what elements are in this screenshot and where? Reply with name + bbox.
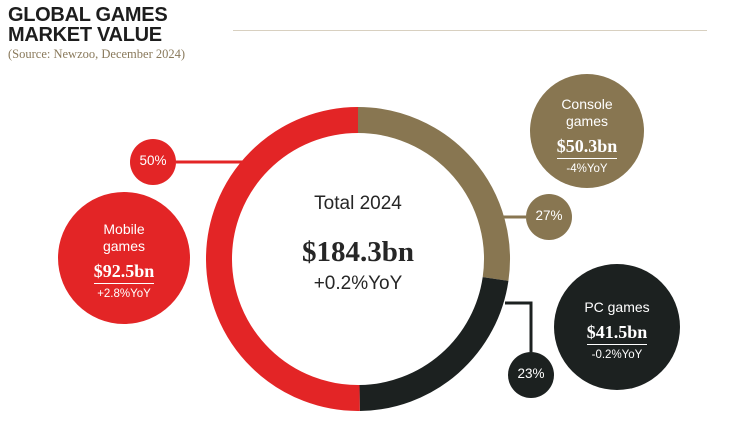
header-rule — [233, 30, 707, 31]
pc-arc — [359, 276, 509, 411]
title-line-2: MARKET VALUE — [8, 24, 162, 46]
pc-connector-line — [505, 301, 533, 352]
pc-yoy: -0.2%YoY — [591, 349, 643, 361]
mobile-name-line-1: Mobile — [103, 221, 145, 237]
console-value: $50.3bn — [556, 136, 618, 159]
console-label-group: Console games $50.3bn -4%YoY — [530, 96, 644, 175]
console-name-line-2: games — [565, 113, 609, 129]
pc-label-group: PC games $41.5bn -0.2%YoY — [554, 299, 680, 361]
console-yoy: -4%YoY — [566, 163, 608, 175]
pc-share-label: 23% — [517, 366, 545, 381]
total-title: Total 2024 — [314, 193, 402, 214]
pc-name: PC games — [554, 299, 680, 316]
pc-bubble — [554, 264, 680, 390]
mobile-yoy: +2.8%YoY — [97, 288, 151, 300]
console-bubble — [530, 74, 644, 188]
mobile-arc — [206, 107, 360, 411]
console-arc — [357, 107, 510, 281]
mobile-name: Mobile games — [58, 221, 190, 255]
pc-name-line-1: PC games — [584, 299, 650, 315]
pc-value: $41.5bn — [586, 322, 648, 345]
chart-title: GLOBAL GAMES MARKET VALUE — [8, 4, 168, 46]
total-yoy: +0.2%YoY — [313, 273, 403, 294]
pc-pct-bubble — [508, 352, 554, 398]
title-line-1: GLOBAL GAMES — [8, 4, 168, 26]
mobile-pct-bubble — [130, 139, 176, 185]
mobile-label-group: Mobile games $92.5bn +2.8%YoY — [58, 221, 190, 300]
console-name: Console games — [530, 96, 644, 130]
total-value: $184.3bn — [301, 236, 414, 268]
mobile-bubble — [58, 192, 190, 324]
mobile-value: $92.5bn — [93, 261, 155, 284]
console-pct-bubble — [526, 194, 572, 240]
source-note: (Source: Newzoo, December 2024) — [8, 47, 186, 61]
console-share-label: 27% — [535, 208, 563, 223]
mobile-share-label: 50% — [139, 153, 167, 168]
console-name-line-1: Console — [561, 96, 613, 112]
mobile-name-line-2: games — [102, 238, 146, 254]
